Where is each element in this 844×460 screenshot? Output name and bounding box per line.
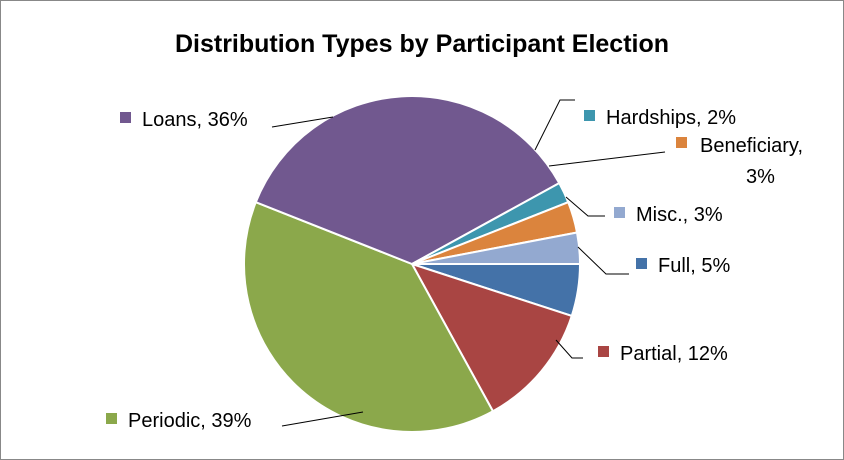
legend-marker-loans — [120, 112, 131, 123]
data-label-full: Full, 5% — [658, 255, 730, 277]
data-label-misc: Misc., 3% — [636, 204, 723, 226]
data-label-periodic: Periodic, 39% — [128, 410, 252, 432]
legend-marker-full — [636, 258, 647, 269]
data-label-beneficiary: Beneficiary, — [700, 135, 803, 157]
legend-marker-misc — [614, 207, 625, 218]
chart-title: Distribution Types by Participant Electi… — [174, 30, 670, 58]
data-label-beneficiary-line2: 3% — [746, 166, 775, 188]
leader-line-beneficiary — [548, 151, 666, 167]
legend-marker-periodic — [106, 413, 117, 424]
leader-line-hardships — [534, 99, 575, 151]
legend-marker-partial — [598, 346, 609, 357]
pie-slice-loans — [254, 95, 561, 266]
data-label-partial: Partial, 12% — [620, 343, 728, 365]
data-label-loans: Loans, 36% — [142, 109, 248, 131]
leader-line-misc — [565, 196, 605, 217]
data-label-hardships: Hardships, 2% — [606, 107, 736, 129]
legend-marker-hardships — [584, 110, 595, 121]
leader-line-periodic — [281, 411, 364, 427]
pie-slice-periodic — [243, 200, 495, 434]
leader-line-loans — [271, 116, 334, 128]
legend-marker-beneficiary — [676, 137, 687, 148]
pie-slice-partial — [409, 262, 574, 413]
leader-line-partial — [555, 339, 583, 359]
leader-line-full — [577, 246, 629, 275]
pie-slices — [243, 95, 582, 434]
